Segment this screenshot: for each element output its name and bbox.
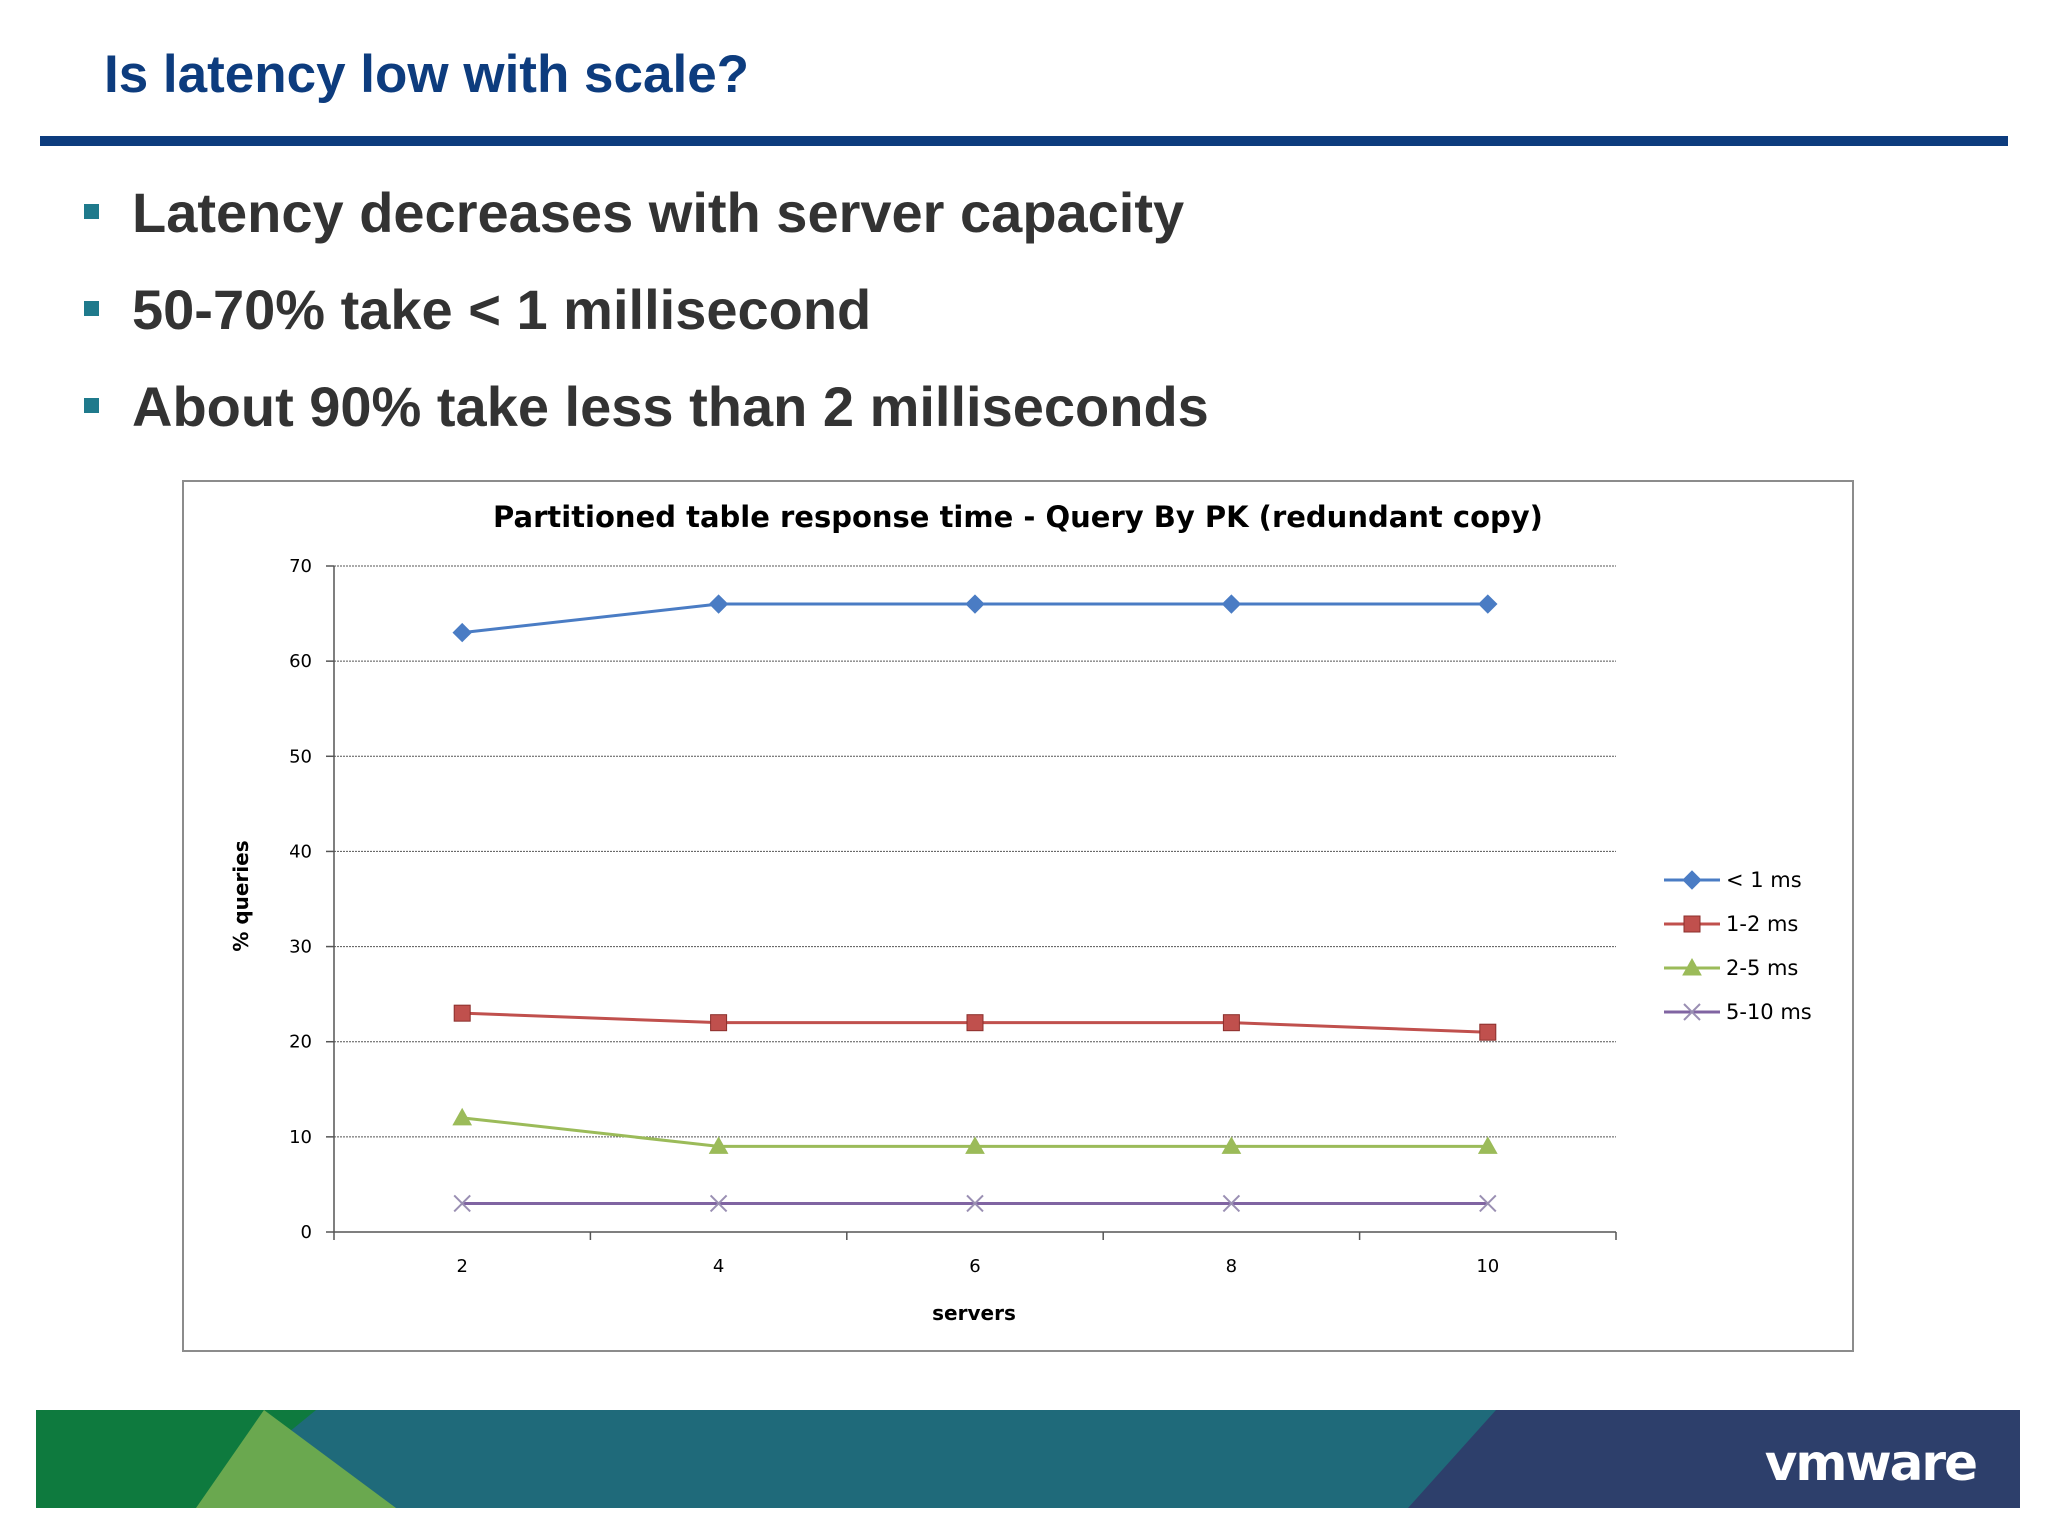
- series-group: [452, 594, 1498, 643]
- legend-item: < 1 ms: [1664, 868, 1802, 892]
- bullet-marker-icon: [84, 398, 99, 413]
- data-point: [966, 1194, 984, 1213]
- data-point: [1478, 594, 1498, 614]
- footer-light-green-triangle: [196, 1410, 396, 1508]
- data-point: [1222, 1014, 1240, 1032]
- marker-stroke: [709, 1194, 728, 1213]
- legend-label: 1-2 ms: [1726, 912, 1798, 936]
- vmware-logo: vmware: [1764, 1434, 1978, 1492]
- footer-banner: vmware: [36, 1410, 2020, 1508]
- x-tick-label: 4: [713, 1256, 724, 1277]
- bullet-text: About 90% take less than 2 milliseconds: [132, 375, 1209, 438]
- y-tick-label: 30: [289, 937, 312, 958]
- bullet-text: Latency decreases with server capacity: [132, 181, 1185, 244]
- chart-axes: 0 10 20 30 40 50 60 70 2 4 6 8 10: [289, 556, 1617, 1277]
- chart-frame: Partitioned table response time - Query …: [182, 480, 1854, 1352]
- slide-title: Is latency low with scale?: [104, 45, 750, 104]
- legend-marker: [1683, 1003, 1701, 1021]
- legend-marker: [1683, 915, 1701, 933]
- y-tick-label: 40: [289, 841, 312, 862]
- chart-gridlines: [334, 565, 1616, 1138]
- y-tick-label: 0: [301, 1222, 312, 1243]
- y-tick-label: 60: [289, 651, 312, 672]
- y-tick-label: 20: [289, 1032, 312, 1053]
- x-tick-label: 10: [1476, 1256, 1499, 1277]
- data-point: [1477, 1136, 1498, 1154]
- marker-stroke: [1479, 1194, 1497, 1213]
- y-tick-label: 10: [289, 1127, 312, 1148]
- title-rule: [40, 136, 2008, 146]
- footer-navy-block: [1408, 1410, 2020, 1508]
- data-point: [966, 1014, 984, 1032]
- marker-stroke: [1683, 1003, 1701, 1021]
- data-point: [1479, 1194, 1497, 1213]
- legend-label: 5-10 ms: [1726, 1000, 1812, 1024]
- legend-item: 5-10 ms: [1664, 1000, 1812, 1024]
- legend-marker: [1682, 957, 1702, 976]
- legend-marker: [1682, 870, 1702, 890]
- data-point: [965, 594, 985, 614]
- y-tick-label: 70: [289, 556, 312, 577]
- data-point: [452, 1107, 473, 1126]
- y-tick-label: 50: [289, 746, 312, 767]
- x-axis-label: servers: [932, 1301, 1016, 1325]
- line-chart: Partitioned table response time - Query …: [229, 500, 1812, 1325]
- legend-item: 1-2 ms: [1664, 912, 1798, 936]
- x-tick-label: 8: [1226, 1256, 1237, 1277]
- data-point: [453, 1194, 471, 1213]
- data-point: [965, 1136, 985, 1154]
- marker-stroke: [966, 1194, 984, 1213]
- bullet-marker-icon: [84, 204, 99, 219]
- data-point: [1222, 1194, 1241, 1213]
- data-point: [453, 1004, 471, 1022]
- x-tick-label: 2: [456, 1256, 467, 1277]
- series-group: [453, 1004, 1497, 1041]
- series-group: [452, 1107, 1498, 1154]
- data-point: [1221, 1136, 1242, 1154]
- marker-stroke: [453, 1194, 471, 1213]
- bullet-marker-icon: [84, 301, 99, 316]
- legend-item: 2-5 ms: [1664, 956, 1798, 980]
- series-group: [453, 1194, 1497, 1213]
- chart-series: [452, 594, 1498, 1213]
- data-point: [709, 1194, 728, 1213]
- chart-legend: < 1 ms 1-2 ms 2-5 ms 5-10 ms: [1664, 868, 1812, 1024]
- data-point: [710, 1014, 728, 1032]
- data-point: [708, 594, 729, 614]
- y-axis-label: % queries: [229, 840, 253, 951]
- data-point: [708, 1136, 729, 1154]
- legend-label: < 1 ms: [1726, 868, 1802, 892]
- data-point: [1479, 1023, 1497, 1041]
- data-point: [452, 622, 472, 643]
- footer-green-block: [36, 1410, 316, 1508]
- data-point: [1221, 594, 1242, 614]
- chart-title: Partitioned table response time - Query …: [493, 500, 1543, 534]
- legend-label: 2-5 ms: [1726, 956, 1798, 980]
- bullet-text: 50-70% take < 1 millisecond: [132, 278, 872, 341]
- x-tick-label: 6: [969, 1256, 980, 1277]
- marker-stroke: [1222, 1194, 1241, 1213]
